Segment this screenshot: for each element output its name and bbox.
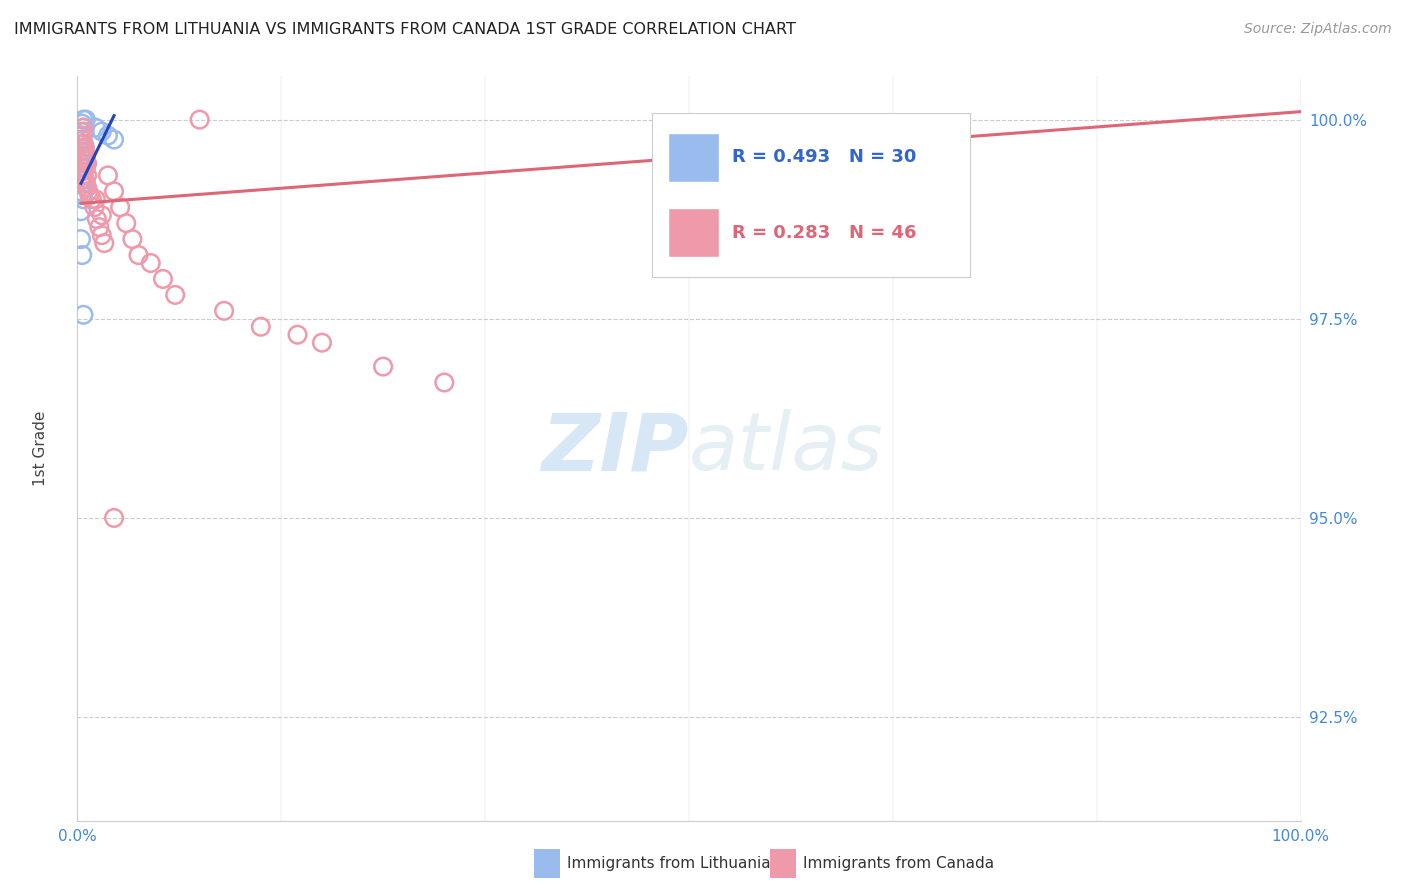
Point [70, 248, 93, 262]
Point [152, 272, 174, 286]
Point [103, 132, 125, 146]
Point [70, 164, 93, 178]
Point [89, 220, 111, 235]
Point [70, 184, 93, 198]
Point [371, 359, 394, 374]
Point [80, 192, 103, 206]
Point [70, 188, 93, 202]
Point [72, 112, 94, 127]
Point [72, 308, 94, 322]
Point [121, 232, 143, 246]
Point [75, 180, 97, 194]
Point [70, 145, 93, 159]
Point [75, 177, 97, 191]
Point [90, 125, 112, 139]
FancyBboxPatch shape [668, 208, 718, 257]
Text: R = 0.493   N = 30: R = 0.493 N = 30 [731, 148, 917, 166]
FancyBboxPatch shape [668, 133, 718, 182]
Point [76, 156, 98, 170]
Point [73, 145, 96, 159]
Point [70, 128, 93, 143]
Point [72, 169, 94, 183]
Point [72, 172, 94, 186]
Point [93, 236, 115, 251]
Text: atlas: atlas [689, 409, 884, 487]
Text: Immigrants from Canada: Immigrants from Canada [803, 856, 994, 871]
Point [70, 125, 93, 139]
Point [76, 169, 98, 183]
Point [73, 153, 96, 167]
Text: IMMIGRANTS FROM LITHUANIA VS IMMIGRANTS FROM CANADA 1ST GRADE CORRELATION CHART: IMMIGRANTS FROM LITHUANIA VS IMMIGRANTS … [14, 22, 796, 37]
Point [75, 148, 97, 162]
Point [75, 112, 97, 127]
Point [72, 120, 94, 135]
Point [212, 303, 235, 318]
Point [70, 204, 93, 219]
Point [108, 200, 131, 214]
Point [77, 184, 100, 198]
Point [165, 288, 187, 302]
Point [90, 208, 112, 222]
Point [188, 112, 211, 127]
Point [115, 216, 138, 230]
Text: ZIP: ZIP [541, 409, 689, 487]
Point [70, 164, 93, 178]
Point [311, 335, 333, 350]
Point [70, 132, 93, 146]
Text: Immigrants from Lithuania: Immigrants from Lithuania [567, 856, 770, 871]
Point [250, 319, 273, 334]
Point [70, 128, 93, 143]
Point [90, 228, 112, 243]
Point [73, 140, 96, 154]
Point [70, 169, 93, 183]
Point [83, 200, 105, 214]
Point [70, 161, 93, 175]
Point [72, 120, 94, 135]
Point [73, 172, 96, 186]
Point [70, 132, 93, 146]
Point [433, 376, 456, 390]
Point [97, 128, 120, 143]
Point [70, 232, 93, 246]
Text: Source: ZipAtlas.com: Source: ZipAtlas.com [1244, 22, 1392, 37]
Point [128, 248, 150, 262]
Point [70, 117, 93, 131]
Point [103, 184, 125, 198]
Point [73, 140, 96, 154]
Point [72, 136, 94, 151]
Point [75, 153, 97, 167]
Point [72, 192, 94, 206]
Point [84, 192, 107, 206]
Point [97, 169, 120, 183]
Point [79, 188, 101, 202]
Point [70, 136, 93, 151]
Point [72, 153, 94, 167]
Point [76, 180, 98, 194]
Point [72, 136, 94, 151]
Point [75, 161, 97, 175]
Point [103, 511, 125, 525]
Text: 1st Grade: 1st Grade [34, 410, 48, 486]
Point [73, 156, 96, 170]
Point [73, 177, 96, 191]
Point [73, 125, 96, 139]
Point [86, 212, 108, 227]
Point [84, 120, 107, 135]
Text: R = 0.283   N = 46: R = 0.283 N = 46 [731, 224, 917, 242]
Point [139, 256, 162, 270]
Point [287, 327, 309, 342]
Point [70, 148, 93, 162]
